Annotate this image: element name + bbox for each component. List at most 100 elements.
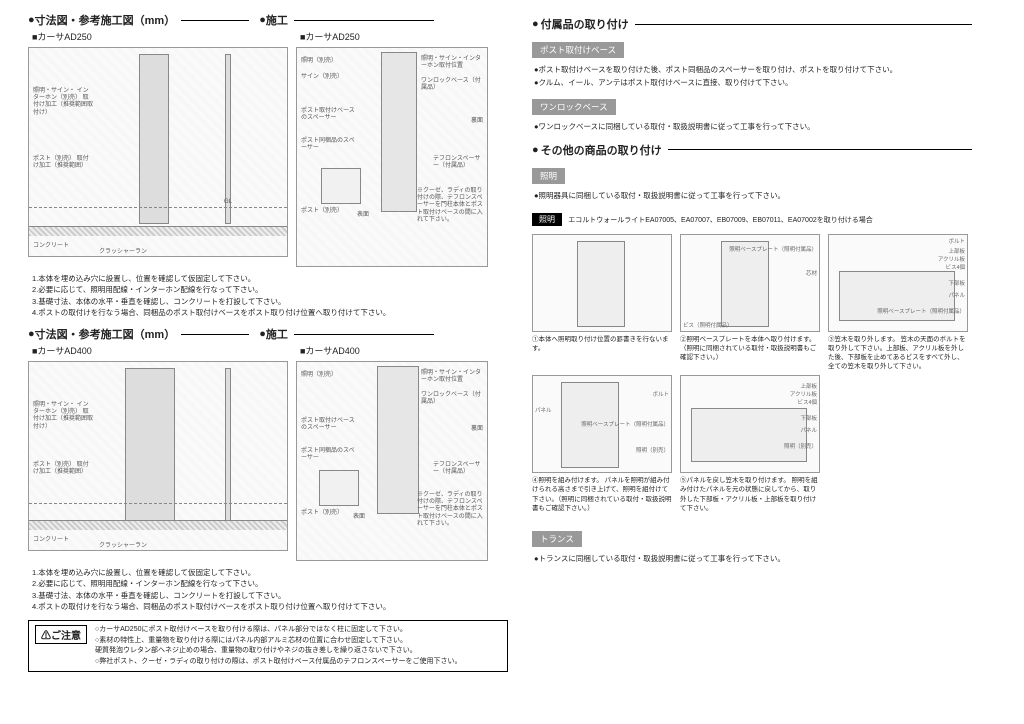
construction-diagram-a: 照明（別売） サイン（別売） ポスト取付けベースのスペーサー ポスト同梱品のスペ…: [296, 47, 488, 267]
callout-c7: サイン（別売）: [301, 74, 343, 81]
callout-c11: ポスト同梱品のスペーサー: [301, 138, 355, 152]
model-a2-label: ■カーサAD250: [300, 30, 488, 43]
black-chip-note: エコルトウォールライトEA07005、EA07007、EB07009、EB070…: [568, 217, 873, 224]
light-install-row-1: ①本体へ照明取り付け位置の罫書きを行ないます。 照明ベースプレート（照明付属品）…: [532, 234, 972, 371]
caution-text: ○カーサAD250にポスト取付けベースを取り付ける際は、パネル部分ではなく柱に固…: [95, 625, 461, 667]
step-b-1: 1.本体を埋め込み穴に設置し、位置を確認して仮固定して下さい。: [32, 567, 508, 578]
cell-5-img: 上部板 アクリル板 ビス4個 下部板 パネル 照明（別売）: [680, 375, 820, 473]
callout-c9: 照明・サイン・インターホン取付位置: [421, 56, 483, 70]
steps-a: 1.本体を埋め込み穴に設置し、位置を確認して仮固定して下さい。 2.必要に応じて…: [32, 273, 508, 318]
lbl-l8: 下部板: [948, 279, 965, 287]
step-a-2: 2.必要に応じて、照明用配線・インターホン配線を行なって下さい。: [32, 284, 508, 295]
cell-1-cap: ①本体へ照明取り付け位置の罫書きを行ないます。: [532, 335, 672, 353]
step-b-2: 2.必要に応じて、照明用配線・インターホン配線を行なって下さい。: [32, 578, 508, 589]
header-row-1: ●寸法図・参考施工図（mm） ●施工: [28, 12, 508, 28]
sec-a-heading: ●付属品の取り付け: [532, 16, 972, 32]
cell-4: パネル ボルト 照明ベースプレート（照明付属品） 照明（別売） ④照明を組み付け…: [532, 375, 672, 512]
step-a-3: 3.基礎寸法、本体の水平・垂直を確認し、コンクリートを打設して下さい。: [32, 296, 508, 307]
callout-c2b: ポスト（別売） 取付け加工（推奨範囲）: [33, 462, 93, 476]
callout-c3b: コンクリート: [33, 537, 69, 544]
callout-c16: 表面: [357, 212, 369, 219]
lbl-l11: 照明（別売）: [636, 446, 669, 454]
dimension-diagram-a: 照明・サイン・ インターホン（別売） 取付け加工（推奨範囲取付け） ポスト（別売…: [28, 47, 288, 257]
sec2-heading-b: ●施工: [259, 326, 434, 342]
callout-c13b: ※クーゼ、ラディの取り付けの際、テフロンスペーサーを門柱本体とポスト取付けベース…: [417, 492, 483, 528]
callout-c1: 照明・サイン・ インターホン（別売） 取付け加工（推奨範囲取付け）: [33, 88, 93, 117]
cell-4-img: パネル ボルト 照明ベースプレート（照明付属品） 照明（別売）: [532, 375, 672, 473]
lbl-l9: パネル: [948, 291, 965, 299]
onelock-line: ●ワンロックベースに同梱している取付・取扱説明書に従って工事を行って下さい。: [534, 121, 972, 132]
black-chip-light: 照明: [532, 213, 562, 226]
cell-5: 上部板 アクリル板 ビス4個 下部板 パネル 照明（別売） ⑤パネルを戻し笠木を…: [680, 375, 820, 512]
lbl-l4b: ボルト: [652, 390, 669, 398]
light-line: ●照明器具に同梱している取付・取扱説明書に従って工事を行って下さい。: [534, 190, 972, 201]
lbl-l6b: アクリル板: [790, 390, 817, 398]
callout-c4a: クラッシャーラン: [99, 249, 147, 256]
callout-c11b: ポスト同梱品のスペーサー: [301, 448, 355, 462]
chip-light: 照明: [532, 168, 565, 184]
callout-c3a: コンクリート: [33, 243, 69, 250]
callout-c12: ポスト（別売）: [301, 208, 343, 215]
cell-1-img: [532, 234, 672, 332]
step-b-3: 3.基礎寸法、本体の水平・垂直を確認し、コンクリートを打設して下さい。: [32, 590, 508, 601]
cell-1: ①本体へ照明取り付け位置の罫書きを行ないます。: [532, 234, 672, 371]
lbl-l9b: パネル: [535, 406, 552, 414]
lbl-l2: 芯材: [806, 269, 817, 277]
trans-line: ●トランスに同梱している取付・取扱説明書に従って工事を行って下さい。: [534, 553, 972, 564]
header-row-2: ●寸法図・参考施工図（mm） ●施工: [28, 326, 508, 342]
step-a-1: 1.本体を埋め込み穴に設置し、位置を確認して仮固定して下さい。: [32, 273, 508, 284]
left-column: ●寸法図・参考施工図（mm） ●施工 ■カーサAD250 照明・サイン・ インタ…: [28, 12, 508, 712]
cell-3-cap: ③笠木を取り外します。 笠木の天面のボルトを取り外して下さい。上部板、アクリル板…: [828, 335, 968, 371]
model-b-label: ■カーサAD400: [32, 344, 288, 357]
steps-b: 1.本体を埋め込み穴に設置し、位置を確認して仮固定して下さい。 2.必要に応じて…: [32, 567, 508, 612]
cell-3: ボルト 上部板 アクリル板 ビス4個 下部板 パネル 照明ベースプレート（照明付…: [828, 234, 968, 371]
sec1-title2: 施工: [266, 12, 288, 28]
sec2-heading: ●寸法図・参考施工図（mm）: [28, 326, 249, 342]
callout-c1b: 照明・サイン・ インターホン（別売） 取付け加工（推奨範囲取付け）: [33, 402, 93, 431]
caution-1: ○カーサAD250にポスト取付けベースを取り付ける際は、パネル部分ではなく柱に固…: [95, 625, 461, 636]
lbl-l5b: 上部板: [800, 382, 817, 390]
light-model-row: 照明 エコルトウォールライトEA07005、EA07007、EB07009、EB…: [532, 207, 972, 230]
light-install-row-2: パネル ボルト 照明ベースプレート（照明付属品） 照明（別売） ④照明を組み付け…: [532, 375, 972, 512]
dimension-diagram-b: 照明・サイン・ インターホン（別売） 取付け加工（推奨範囲取付け） ポスト（別売…: [28, 361, 288, 551]
callout-c14b: テフロンスペーサー（付属品）: [433, 462, 483, 476]
lbl-l7b: ビス4個: [797, 398, 817, 406]
callout-c9b: 照明・サイン・インターホン取付位置: [421, 370, 483, 384]
model-b2-label: ■カーサAD400: [300, 344, 488, 357]
right-column: ●付属品の取り付け ポスト取付けベース ●ポスト取付けベースを取り付けた後、ポス…: [532, 12, 972, 712]
caution-box: ⚠ご注意 ○カーサAD250にポスト取付けベースを取り付ける際は、パネル部分では…: [28, 620, 508, 672]
cell-2: 照明ベースプレート（照明付属品） 芯材 ビス（照明付属品） ②照明ベースプレート…: [680, 234, 820, 371]
chip-post-base: ポスト取付けベース: [532, 42, 624, 58]
cell-4-cap: ④照明を組み付けます。 パネルを照明が組み付けられる高さまで引き上げて、照明を組…: [532, 476, 672, 512]
sec1-title: 寸法図・参考施工図（mm）: [35, 12, 176, 28]
diagram-row-1: ■カーサAD250 照明・サイン・ インターホン（別売） 取付け加工（推奨範囲取…: [28, 28, 508, 267]
callout-c6: 照明（別売）: [301, 58, 337, 65]
callout-c15: 裏面: [471, 118, 483, 125]
lbl-l10: 照明ベースプレート（照明付属品）: [877, 307, 965, 315]
cell-spacer: [828, 375, 968, 512]
construction-diagram-b: 照明（別売） ポスト取付けベースのスペーサー ポスト同梱品のスペーサー ポスト（…: [296, 361, 488, 561]
chip-trans: トランス: [532, 531, 582, 547]
caution-label: ⚠ご注意: [35, 625, 87, 644]
lbl-l6: アクリル板: [938, 255, 965, 263]
caution-4: ○弊社ポスト、クーゼ・ラディの取り付けの際は、ポスト取付けベース付属品のテフロン…: [95, 657, 461, 668]
step-b-4: 4.ポストの取付けを行なう場合、同梱品のポスト取付けベースをポスト取り付け位置へ…: [32, 601, 508, 612]
cell-3-img: ボルト 上部板 アクリル板 ビス4個 下部板 パネル 照明ベースプレート（照明付…: [828, 234, 968, 332]
lbl-l1b: 照明ベースプレート（照明付属品）: [581, 420, 669, 428]
lbl-l9c: パネル: [800, 426, 817, 434]
sec1-heading: ●寸法図・参考施工図（mm）: [28, 12, 249, 28]
caution-3: 硬質発泡ウレタン部へネジ止めの場合、重量物の取り付けやネジの抜き差しを繰り返さな…: [95, 646, 461, 657]
callout-gl-a: GL: [224, 199, 232, 206]
lbl-l7: ビス4個: [945, 263, 965, 271]
model-a-label: ■カーサAD250: [32, 30, 288, 43]
post-line-1: ●ポスト取付けベースを取り付けた後、ポスト同梱品のスペーサーを取り付け、ポストを…: [534, 64, 972, 75]
sec2-title: 寸法図・参考施工図（mm）: [35, 326, 176, 342]
callout-c14: テフロンスペーサー（付属品）: [433, 156, 483, 170]
callout-c10: ワンロックベース（付属品）: [421, 78, 483, 92]
callout-c13: ※クーゼ、ラディの取り付けの際、テフロンスペーサーを門柱本体とポスト取付けベース…: [417, 188, 483, 224]
cell-5-cap: ⑤パネルを戻し笠木を取り付けます。 照明を組み付けたパネルを元の状態に戻してから…: [680, 476, 820, 512]
callout-c2: ポスト（別売） 取付け加工（推奨範囲）: [33, 156, 93, 170]
callout-c15b: 裏面: [471, 426, 483, 433]
sec2-title2: 施工: [266, 326, 288, 342]
diagram-row-2: ■カーサAD400 照明・サイン・ インターホン（別売） 取付け加工（推奨範囲取…: [28, 342, 508, 561]
